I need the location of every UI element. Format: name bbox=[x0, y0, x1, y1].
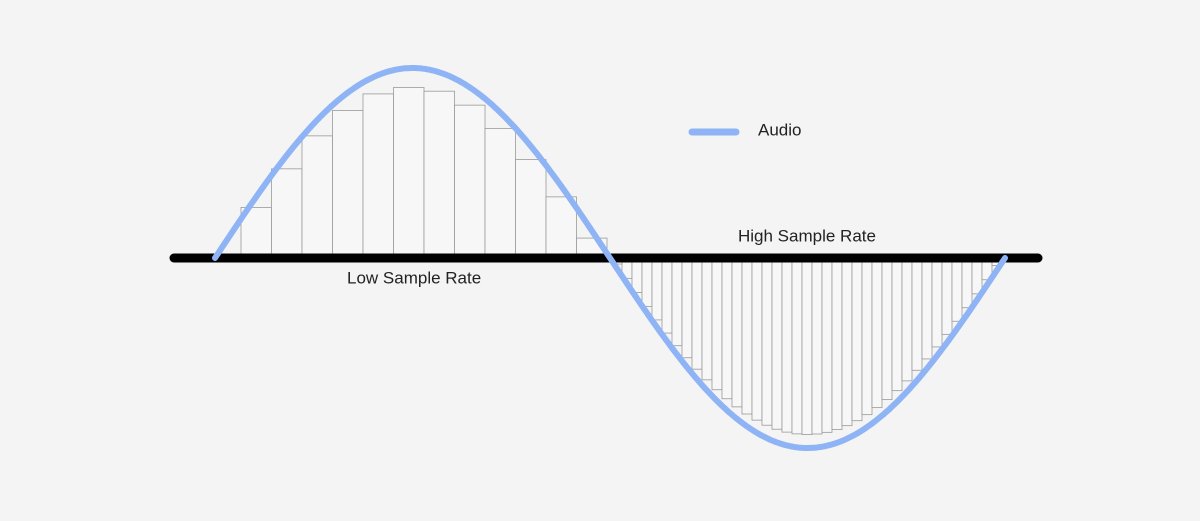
sample-bar bbox=[681, 257, 693, 359]
low-sample-label: Low Sample Rate bbox=[347, 268, 481, 287]
audio-wave bbox=[212, 65, 1008, 451]
sample-bar bbox=[911, 257, 923, 371]
sample-bar bbox=[711, 257, 723, 391]
sample-bar bbox=[961, 257, 973, 309]
sample-bar bbox=[631, 257, 643, 293]
sample-bar bbox=[741, 257, 753, 415]
sample-bar bbox=[931, 257, 943, 348]
sample-bar bbox=[362, 93, 394, 259]
sample-bars bbox=[240, 86, 1003, 435]
sample-bar bbox=[901, 257, 913, 382]
sample-bar bbox=[841, 257, 853, 427]
sample-bar bbox=[831, 257, 843, 430]
sample-bar bbox=[393, 86, 425, 259]
sample-bar bbox=[651, 257, 663, 321]
high-sample-label: High Sample Rate bbox=[738, 226, 876, 245]
sample-bar bbox=[661, 257, 673, 334]
sample-bar bbox=[484, 127, 516, 259]
sample-bar bbox=[881, 257, 893, 401]
sample-bar bbox=[811, 257, 823, 435]
sample-bar bbox=[515, 159, 547, 259]
sample-bar bbox=[971, 257, 983, 295]
sample-bar bbox=[751, 257, 763, 421]
sample-bar bbox=[851, 257, 863, 422]
sample-bar bbox=[731, 257, 743, 408]
sample-bar bbox=[861, 257, 873, 416]
sample-bar bbox=[301, 135, 333, 259]
sample-bar bbox=[821, 257, 833, 433]
sample-bar bbox=[891, 257, 903, 392]
sample-bar bbox=[332, 109, 364, 259]
sample-bar bbox=[423, 90, 455, 259]
sample-bar bbox=[791, 257, 803, 435]
sample-bar bbox=[941, 257, 953, 335]
sample-bar bbox=[921, 257, 933, 360]
legend-label: Audio bbox=[758, 120, 801, 139]
sample-bar bbox=[671, 257, 683, 347]
sample-bar bbox=[454, 104, 486, 259]
sample-bar bbox=[781, 257, 793, 433]
sample-bar bbox=[801, 257, 813, 435]
sample-bar bbox=[691, 257, 703, 370]
sample-bar bbox=[641, 257, 653, 307]
sample-bar bbox=[721, 257, 733, 400]
sample-bar bbox=[271, 168, 303, 259]
sample-bar bbox=[771, 257, 783, 430]
sample-bar bbox=[761, 257, 773, 426]
sample-bar bbox=[951, 257, 963, 322]
sample-bar bbox=[871, 257, 883, 409]
sample-bar bbox=[701, 257, 713, 381]
